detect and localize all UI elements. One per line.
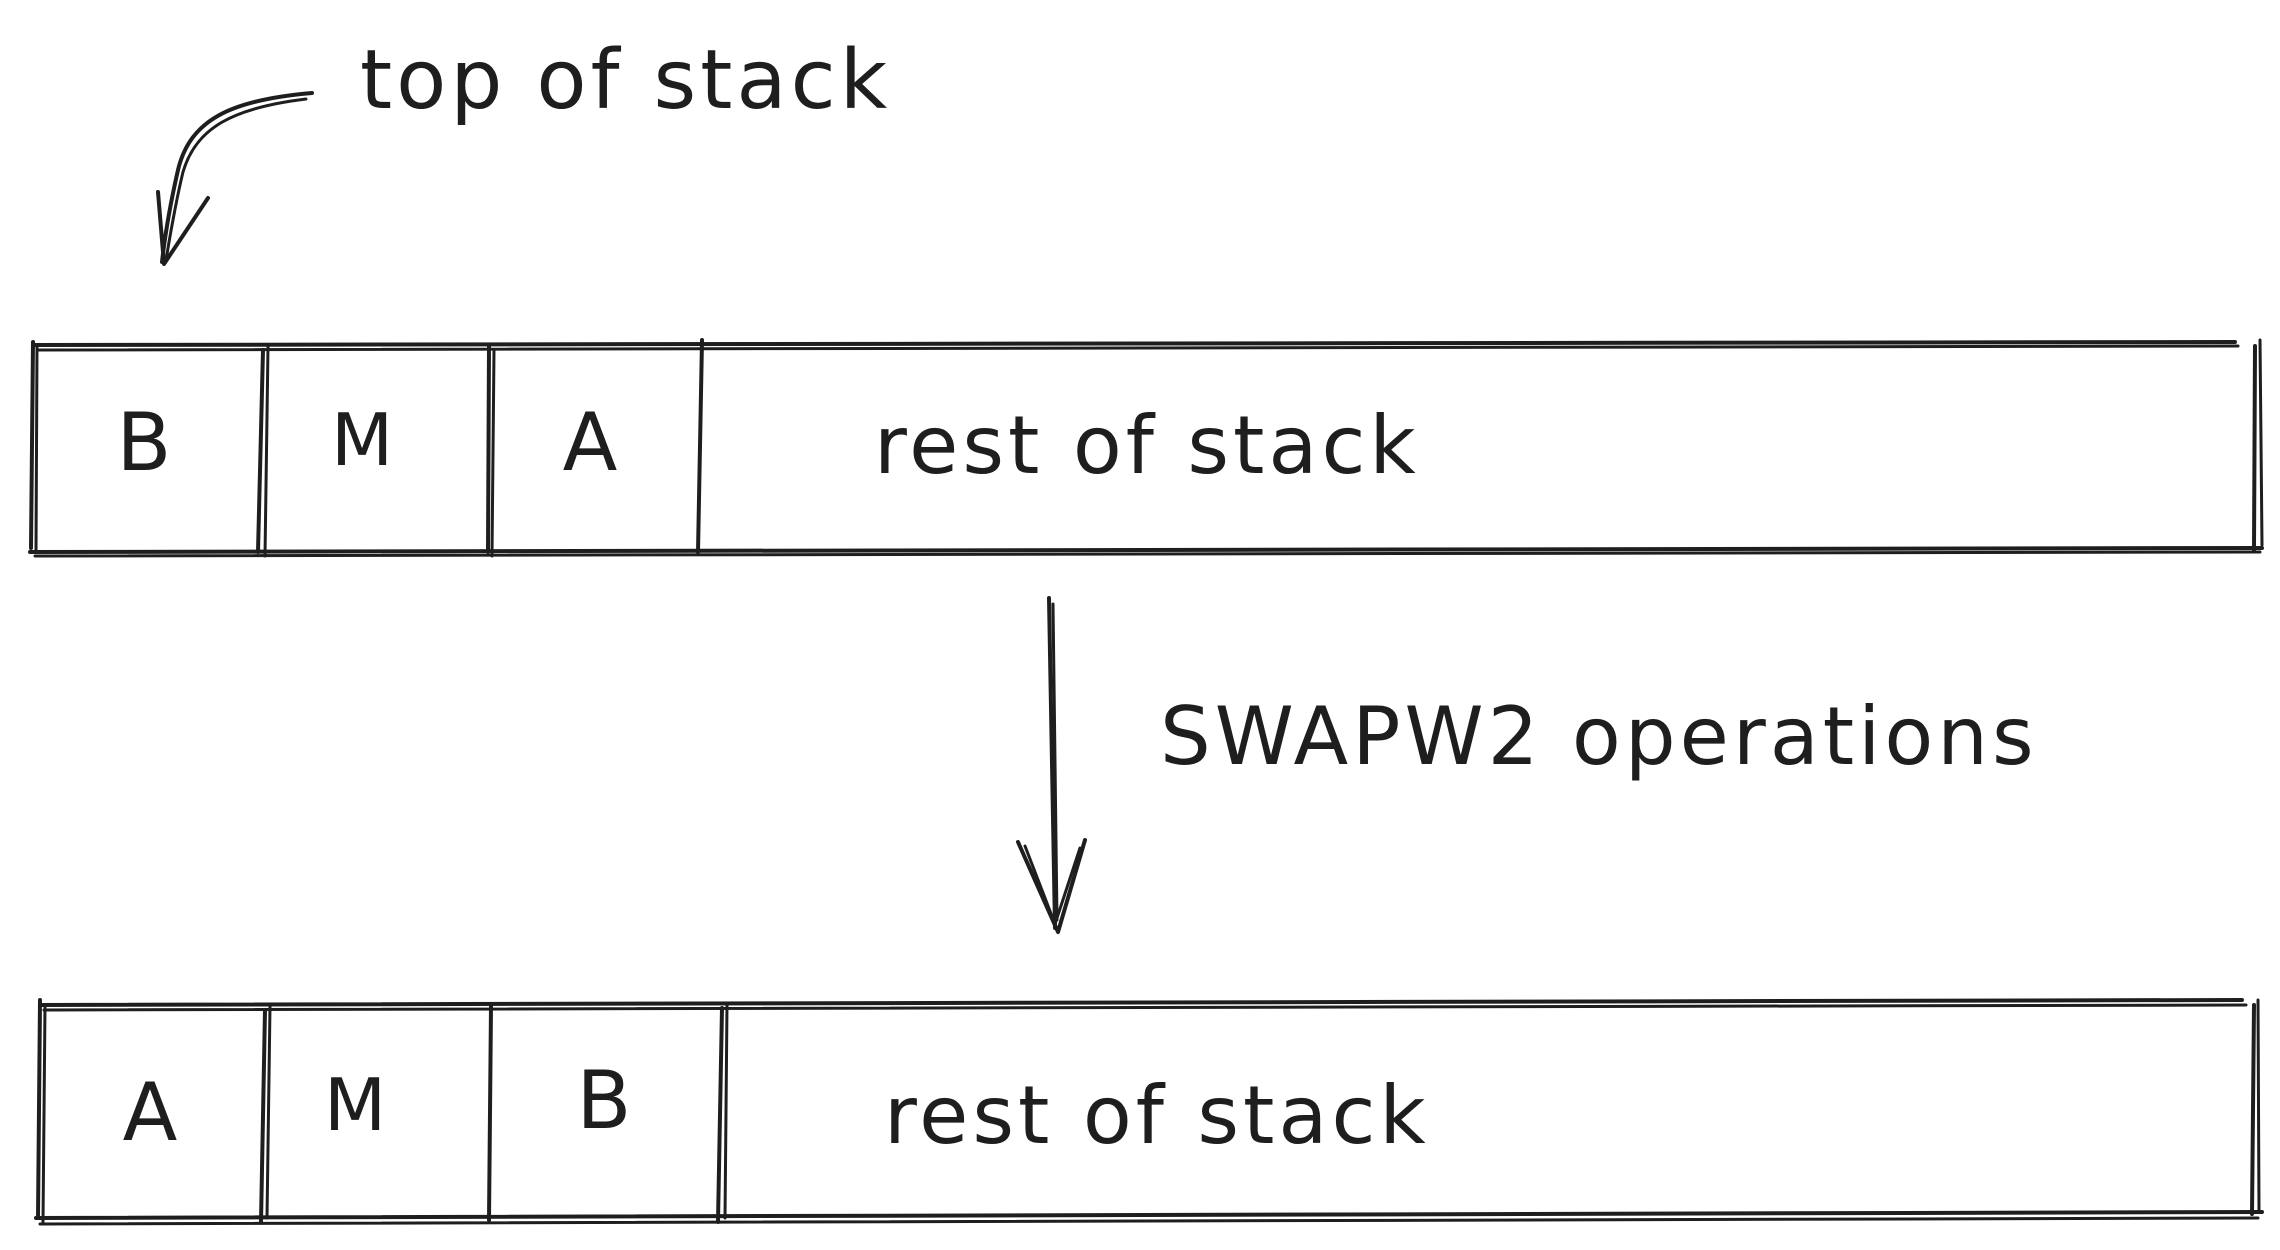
stack-after-rest-label: rest of stack — [884, 1069, 1430, 1162]
stack-before-cell-2: M — [331, 398, 397, 482]
stack-before: B M A rest of stack — [28, 338, 2264, 558]
operation-label: SWAPW2 operations — [1160, 690, 2038, 783]
operation-arrow — [1016, 596, 1087, 934]
stack-before-frame — [28, 338, 2264, 558]
stack-after-dividers — [259, 1002, 729, 1224]
stack-after-cell-1: A — [123, 1066, 182, 1159]
top-of-stack-label: top of stack — [360, 33, 891, 128]
stack-before-cell-1: B — [117, 396, 176, 489]
stack-before-cell-3: A — [563, 396, 622, 489]
stack-before-rest-label: rest of stack — [874, 399, 1420, 492]
stack-after: A M B rest of stack — [34, 998, 2264, 1226]
stack-after-cell-2: M — [324, 1063, 390, 1147]
stack-after-cell-3: B — [577, 1054, 636, 1147]
top-of-stack-arrow — [156, 91, 314, 266]
stack-after-frame — [34, 998, 2264, 1226]
stack-before-dividers — [256, 338, 704, 558]
